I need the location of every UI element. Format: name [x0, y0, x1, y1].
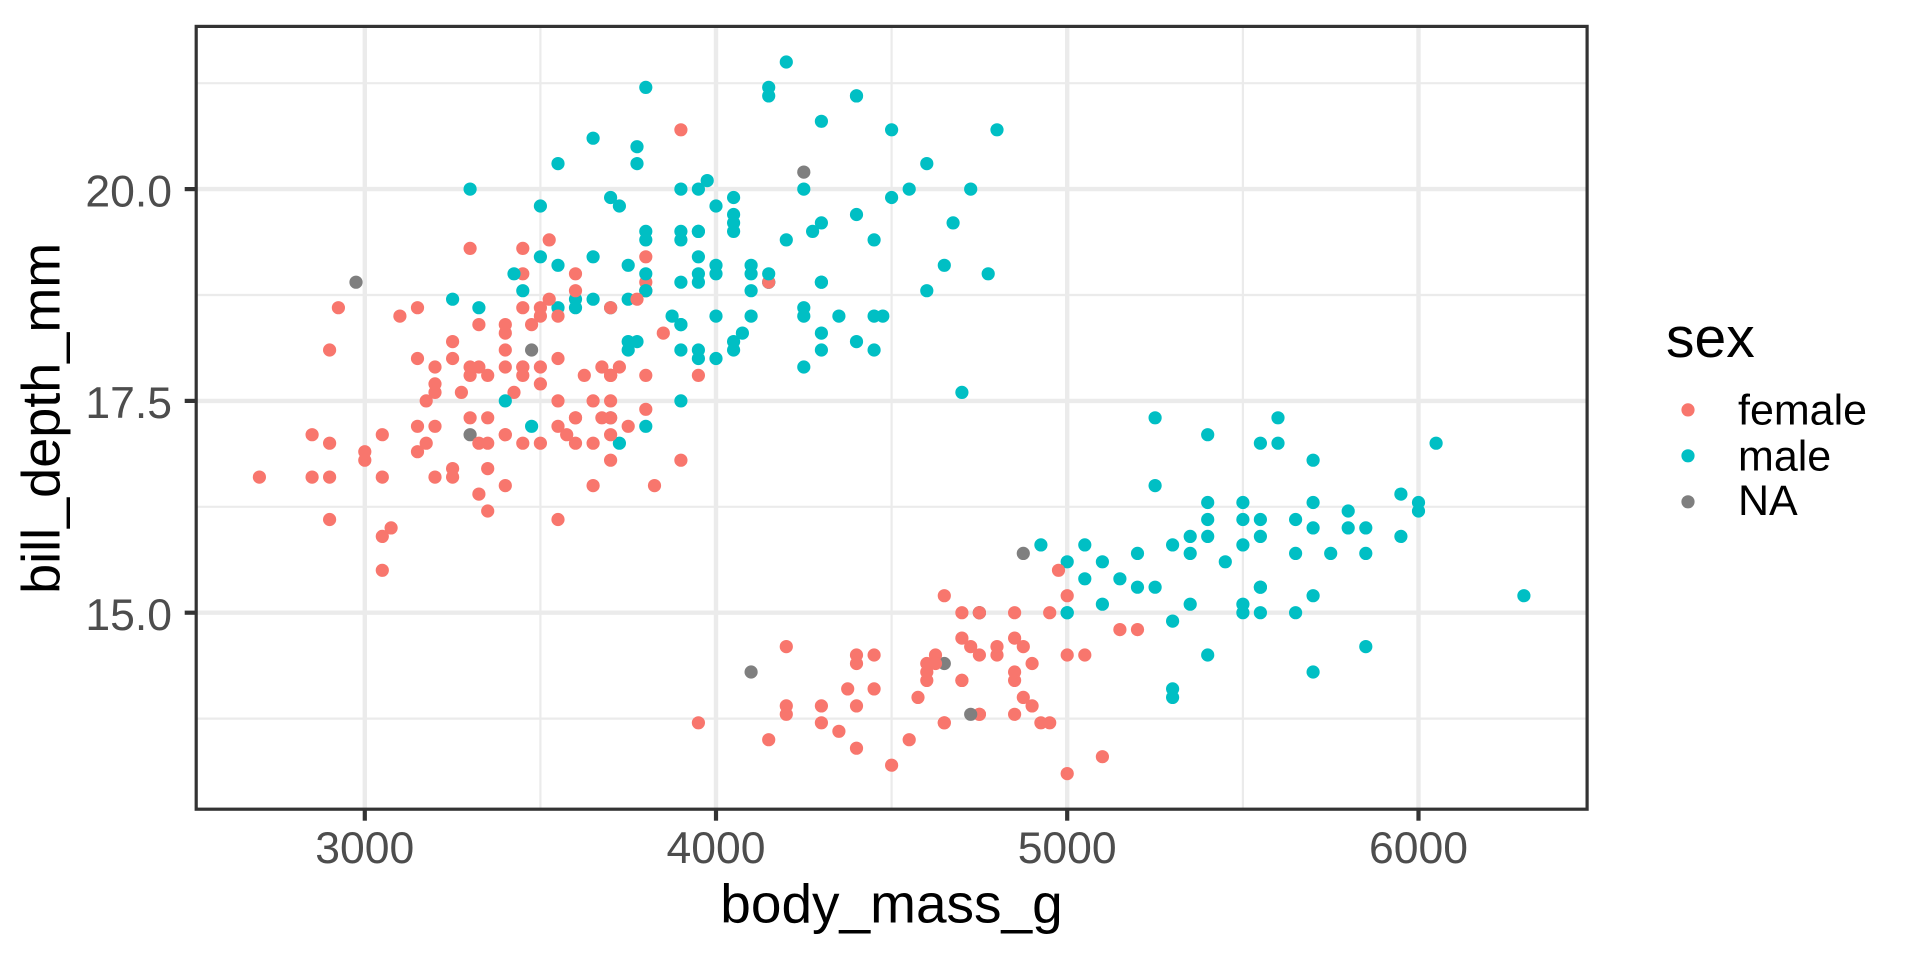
svg-text:female: female	[1738, 387, 1867, 435]
svg-text:5000: 5000	[1018, 824, 1117, 873]
svg-text:NA: NA	[1738, 477, 1798, 525]
svg-text:15.0: 15.0	[85, 591, 172, 640]
svg-text:body_mass_g: body_mass_g	[720, 873, 1062, 935]
svg-text:4000: 4000	[667, 824, 766, 873]
svg-text:3000: 3000	[315, 824, 414, 873]
svg-text:17.5: 17.5	[85, 379, 172, 428]
svg-text:20.0: 20.0	[85, 167, 172, 216]
svg-text:male: male	[1738, 432, 1831, 480]
svg-text:sex: sex	[1666, 306, 1755, 370]
svg-text:6000: 6000	[1369, 824, 1468, 873]
svg-text:bill_depth_mm: bill_depth_mm	[12, 243, 72, 594]
